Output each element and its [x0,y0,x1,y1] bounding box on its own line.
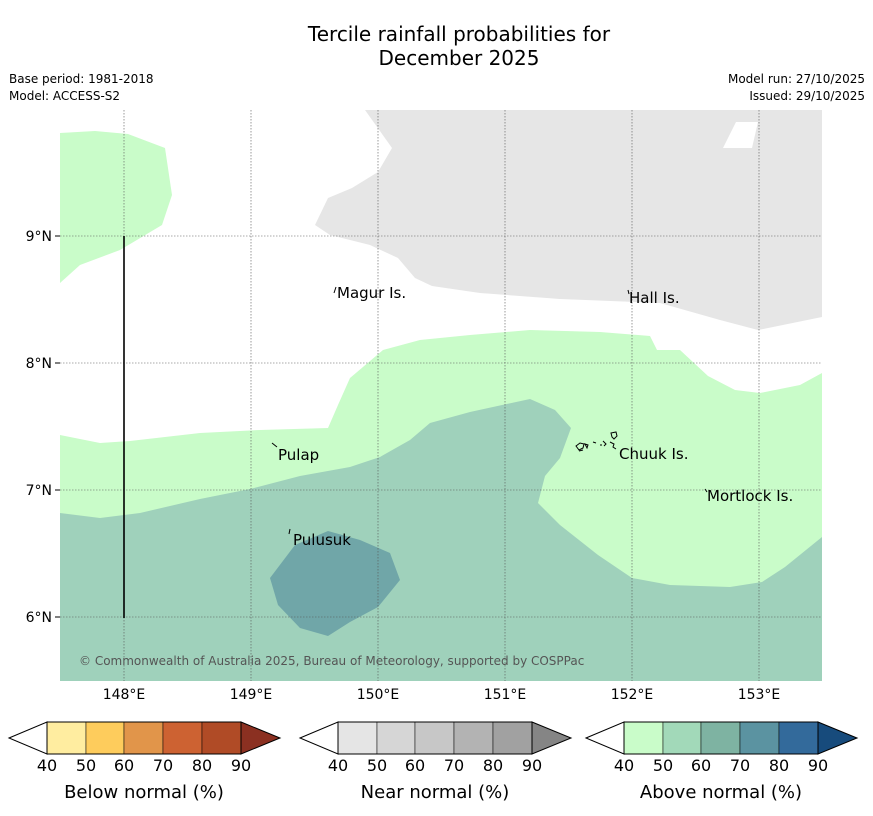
legend-near-arrow-low [298,721,339,755]
legend-near-swatch-60-70 [414,721,455,755]
label-hall-is: Hall Is. [629,289,680,307]
legend-below-tick-60: 60 [114,756,134,775]
lon-label-152e: 152°E [611,687,654,703]
islands [271,286,708,535]
label-pulusuk: Pulusuk [293,531,351,549]
metadata-right: Model run: 27/10/2025 Issued: 29/10/2025 [728,71,865,105]
hall-island-outline [627,289,630,295]
legend-above-arrow-low [584,721,625,755]
magur-island-outline [333,286,337,294]
lon-label-149e: 149°E [230,687,273,703]
white-patch [723,122,758,148]
legend-below-swatch-60-70 [123,721,164,755]
legend-near-tick-70: 70 [444,756,464,775]
legend-below-tick-70: 70 [153,756,173,775]
legend-above-tick-60: 60 [691,756,711,775]
title-line-2: December 2025 [378,46,540,70]
legend-below-swatch-50-60 [85,721,125,755]
legend-above-title: Above normal (%) [640,782,802,803]
legend-below-tick-80: 80 [192,756,212,775]
legend-below-arrow-low [7,721,48,755]
issued-date: Issued: 29/10/2025 [749,89,865,103]
legend-above-swatch-80-90 [778,721,819,755]
legend-near-tick-40: 40 [328,756,348,775]
metadata-left: Base period: 1981-2018 Model: ACCESS-S2 [9,71,154,105]
lon-label-151e: 151°E [484,687,527,703]
legend-below-swatch-70-80 [162,721,203,755]
model-run: Model run: 27/10/2025 [727,72,865,86]
chuuk-islands-outline [575,431,618,452]
pulap-island-outline [271,442,278,448]
map-title: Tercile rainfall probabilities for Decem… [0,22,873,70]
lat-ticks [55,235,60,618]
above-normal-nw-region [60,131,172,283]
lon-label-153e: 153°E [738,687,781,703]
legend-above-tick-40: 40 [614,756,634,775]
legend-near-swatch-40-50 [337,721,378,755]
legend-below-tick-40: 40 [37,756,57,775]
pulusuk-island-outline [288,528,291,535]
legend-near-tick-90: 90 [522,756,542,775]
label-pulap: Pulap [278,446,319,464]
legend-near-swatch-50-60 [376,721,416,755]
legend-near-normal: 40 50 60 70 80 90 Near normal (%) [298,721,573,803]
lat-label-6n: 6°N [26,610,52,626]
above-normal-60-region [60,399,822,681]
legend-near-tick-60: 60 [405,756,425,775]
legend-above-tick-90: 90 [808,756,828,775]
legend-below-title: Below normal (%) [64,782,224,803]
legend-above-swatch-70-80 [739,721,780,755]
legend-above-tick-50: 50 [653,756,673,775]
legend-below-tick-90: 90 [231,756,251,775]
copyright-notice: © Commonwealth of Australia 2025, Bureau… [79,654,584,668]
legend-above-tick-80: 80 [769,756,789,775]
lon-label-148e: 148°E [103,687,146,703]
legend-near-title: Near normal (%) [361,782,510,803]
legend-below-swatch-40-50 [46,721,87,755]
legend-near-tick-50: 50 [367,756,387,775]
lat-label-9n: 9°N [26,229,52,245]
legend-above-swatch-50-60 [662,721,702,755]
legend-above-arrow-high [817,721,859,755]
legend-below-tick-50: 50 [76,756,96,775]
label-chuuk-is: Chuuk Is. [619,445,688,463]
title-line-1: Tercile rainfall probabilities for [307,22,611,46]
legend-above-normal: 40 50 60 70 80 90 Above normal (%) [584,721,859,803]
lat-label-7n: 7°N [26,483,52,499]
legend-below-arrow-high [240,721,282,755]
near-normal-region [315,110,822,330]
legend-above-tick-70: 70 [730,756,750,775]
legend-near-tick-80: 80 [483,756,503,775]
legend-above-swatch-40-50 [623,721,664,755]
legend-below-swatch-80-90 [201,721,242,755]
map-area: Magur Is. Hall Is. Pulap Chuuk Is. Mortl… [60,110,822,681]
above-normal-70-region [270,531,400,636]
mortlock-island-outline [704,488,708,493]
legend-below-normal: 40 50 60 70 80 90 Below normal (%) [7,721,282,803]
legend-near-arrow-high [531,721,573,755]
lat-label-8n: 8°N [26,356,52,372]
legend-near-swatch-70-80 [453,721,494,755]
base-period: Base period: 1981-2018 [9,72,154,86]
label-magur-is: Magur Is. [337,284,406,302]
label-mortlock-is: Mortlock Is. [707,487,793,505]
legend-above-swatch-60-70 [700,721,741,755]
lon-label-150e: 150°E [357,687,400,703]
model-name: Model: ACCESS-S2 [9,89,121,103]
legend-near-swatch-80-90 [492,721,533,755]
